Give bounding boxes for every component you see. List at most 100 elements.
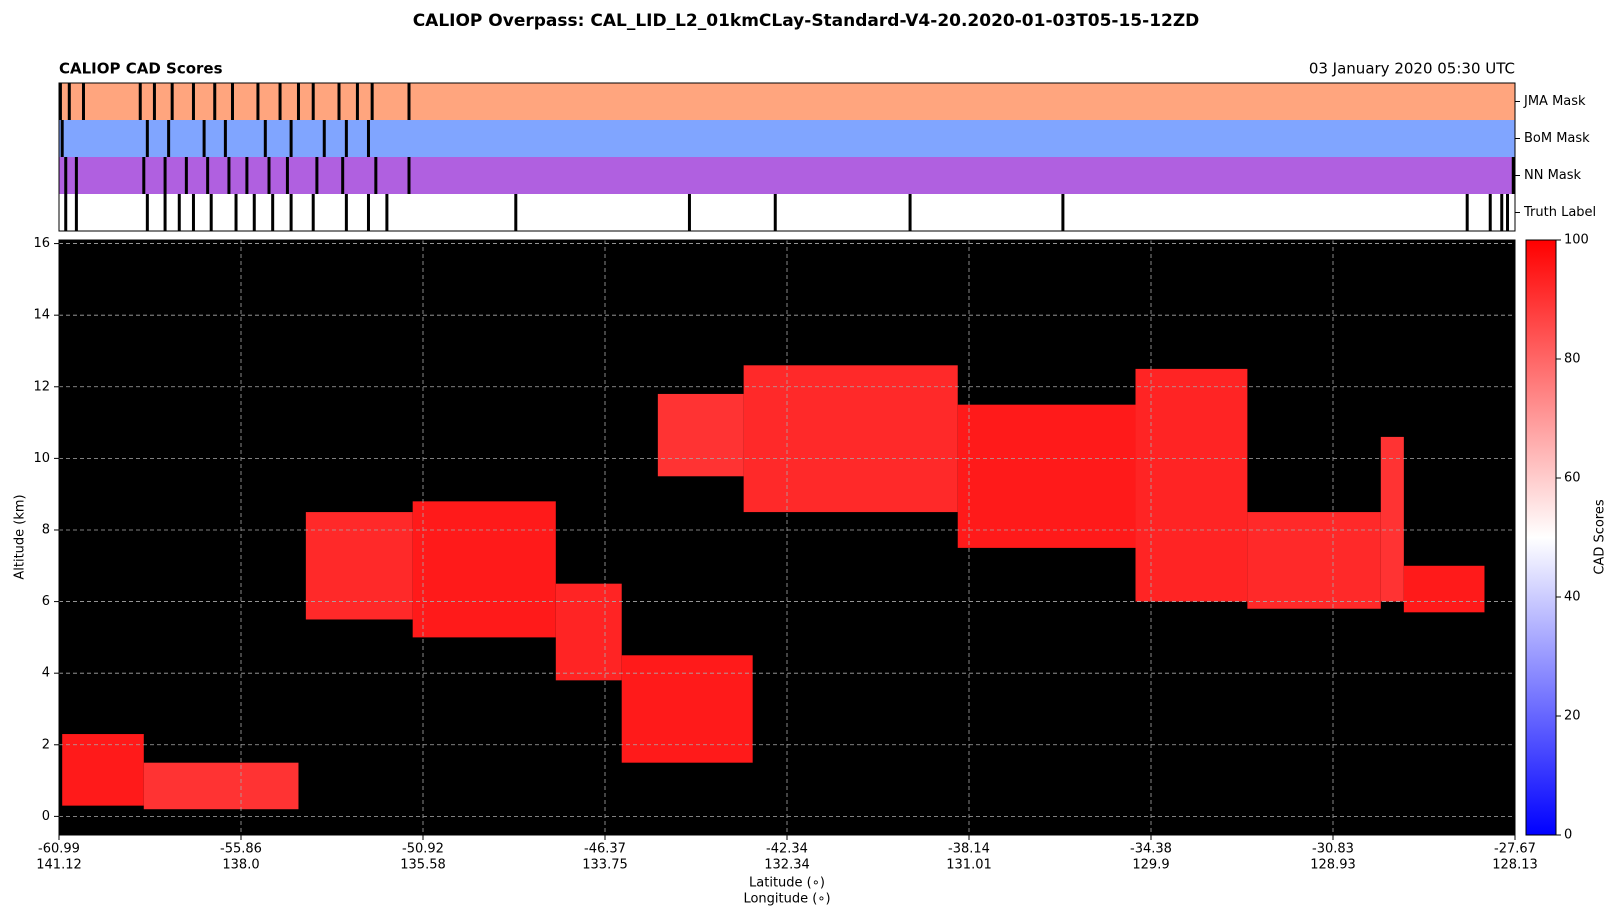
mask-flag bbox=[256, 83, 260, 120]
x2-tick-label: 138.0 bbox=[222, 858, 259, 873]
x2-tick-label: 131.01 bbox=[946, 858, 992, 873]
mask-flag bbox=[908, 194, 912, 231]
mask-flag bbox=[209, 194, 213, 231]
cloud-layer bbox=[62, 734, 144, 806]
mask-flag bbox=[341, 157, 345, 194]
y-tick-label: 0 bbox=[42, 809, 50, 824]
x-tick-label: -55.86 bbox=[220, 842, 262, 857]
mask-flag bbox=[74, 157, 78, 194]
mask-flag bbox=[285, 157, 289, 194]
mask-flag bbox=[202, 120, 206, 157]
mask-flag bbox=[1506, 194, 1510, 231]
mask-flag bbox=[163, 157, 167, 194]
mask-flag bbox=[145, 194, 149, 231]
cloud-layer bbox=[555, 583, 622, 681]
mask-flag bbox=[370, 83, 374, 120]
cloud-layer bbox=[957, 404, 1136, 548]
mask-flag bbox=[289, 194, 293, 231]
mask-flag bbox=[170, 83, 174, 120]
mask-flag bbox=[58, 83, 62, 120]
colorbar-tick-label: 20 bbox=[1564, 709, 1581, 724]
mask-label: JMA Mask bbox=[1523, 94, 1586, 109]
mask-flag bbox=[296, 83, 300, 120]
x-tick-label: -38.14 bbox=[948, 842, 990, 857]
mask-flag bbox=[60, 120, 64, 157]
cloud-layer bbox=[412, 501, 556, 638]
colorbar-tick-label: 0 bbox=[1564, 828, 1572, 843]
mask-row bbox=[59, 194, 1515, 231]
x-tick-label: -50.92 bbox=[402, 842, 444, 857]
cloud-layer bbox=[1135, 368, 1248, 602]
x2-tick-label: 128.93 bbox=[1310, 858, 1356, 873]
x-tick-label: -30.83 bbox=[1312, 842, 1354, 857]
colorbar-tick-label: 60 bbox=[1564, 471, 1581, 486]
mask-label: NN Mask bbox=[1524, 168, 1582, 183]
mask-row bbox=[59, 157, 1515, 194]
x-tick-label: -60.99 bbox=[38, 842, 80, 857]
x-tick-label: -27.67 bbox=[1494, 842, 1536, 857]
mask-label: BoM Mask bbox=[1524, 131, 1590, 146]
mask-flag bbox=[191, 83, 195, 120]
cloud-layer bbox=[621, 655, 753, 763]
mask-frame bbox=[58, 82, 1516, 232]
mask-row bbox=[59, 120, 1515, 157]
colorbar-tick-label: 100 bbox=[1564, 233, 1589, 248]
mask-flag bbox=[234, 194, 238, 231]
mask-flag bbox=[1488, 194, 1492, 231]
mask-flag bbox=[163, 194, 167, 231]
y-tick-label: 10 bbox=[33, 451, 50, 466]
mask-flag bbox=[81, 83, 85, 120]
x2-tick-label: 135.58 bbox=[400, 858, 446, 873]
colorbar-tick-label: 80 bbox=[1564, 352, 1581, 367]
mask-flag bbox=[1061, 194, 1065, 231]
cloud-layer bbox=[1403, 565, 1485, 613]
mask-flag bbox=[366, 120, 370, 157]
y-tick-label: 14 bbox=[33, 308, 50, 323]
mask-flag bbox=[167, 120, 171, 157]
mask-flag bbox=[344, 120, 348, 157]
mask-flag bbox=[355, 83, 359, 120]
mask-flag bbox=[74, 194, 78, 231]
mask-flag bbox=[67, 83, 71, 120]
mask-flag bbox=[289, 120, 293, 157]
mask-flag bbox=[223, 120, 227, 157]
mask-flag bbox=[142, 157, 146, 194]
mask-flag bbox=[1511, 157, 1515, 194]
mask-flag bbox=[1500, 194, 1504, 231]
y-axis-label: Altitude (km) bbox=[13, 494, 28, 579]
x2-tick-label: 129.9 bbox=[1132, 858, 1169, 873]
y-tick-label: 6 bbox=[42, 594, 50, 609]
mask-flag bbox=[263, 120, 267, 157]
x-axis-label: Latitude (∘) bbox=[749, 876, 825, 891]
x2-axis-label: Longitude (∘) bbox=[743, 892, 830, 907]
cloud-layer bbox=[305, 512, 413, 620]
cloud-layer bbox=[657, 393, 744, 477]
mask-flag bbox=[322, 120, 326, 157]
x-tick-label: -42.34 bbox=[766, 842, 808, 857]
mask-flag bbox=[407, 83, 411, 120]
mask-flag bbox=[267, 157, 271, 194]
colorbar bbox=[1525, 239, 1557, 836]
mask-label: Truth Label bbox=[1523, 205, 1596, 220]
mask-flag bbox=[311, 83, 315, 120]
y-tick-label: 8 bbox=[42, 522, 50, 537]
colorbar-tick-label: 40 bbox=[1564, 590, 1581, 605]
mask-flag bbox=[177, 194, 181, 231]
mask-flag bbox=[337, 83, 341, 120]
mask-flag bbox=[230, 83, 234, 120]
mask-flag bbox=[245, 157, 249, 194]
mask-flag bbox=[344, 194, 348, 231]
date: 03 January 2020 05:30 UTC bbox=[1309, 60, 1515, 78]
mask-flag bbox=[315, 157, 319, 194]
mask-flag bbox=[773, 194, 777, 231]
mask-flag bbox=[138, 83, 142, 120]
mask-flag bbox=[407, 157, 411, 194]
cloud-layer bbox=[1380, 436, 1404, 602]
mask-flag bbox=[206, 157, 210, 194]
mask-flag bbox=[687, 194, 691, 231]
mask-flag bbox=[271, 194, 275, 231]
mask-flag bbox=[374, 157, 378, 194]
mask-flag bbox=[311, 194, 315, 231]
x-tick-label: -34.38 bbox=[1130, 842, 1172, 857]
